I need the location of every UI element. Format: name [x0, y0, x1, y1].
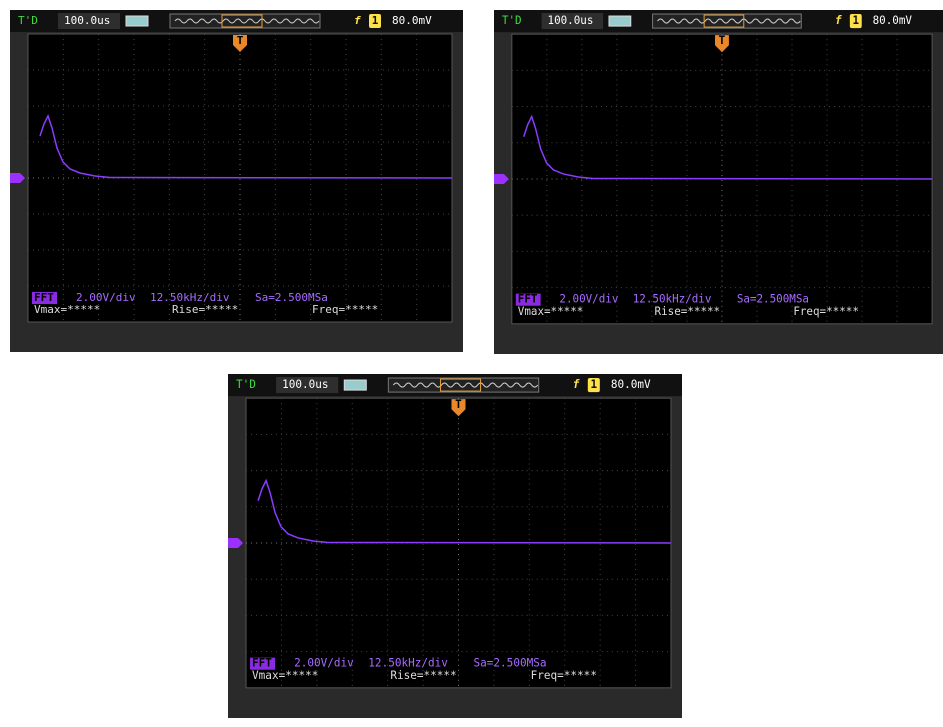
trigger-marker: T [455, 398, 462, 411]
battery [609, 16, 631, 26]
trigger-marker: T [719, 34, 726, 47]
trigger-edge: f [573, 378, 580, 391]
trigger-channel: 1 [372, 14, 379, 27]
trigger-marker: T [237, 34, 244, 47]
measurement: Freq=***** [312, 303, 378, 316]
timebase: 100.0us [282, 378, 328, 391]
timebase: 100.0us [548, 14, 594, 27]
timebase: 100.0us [64, 14, 110, 27]
mode: T'D [236, 378, 256, 391]
measurement: Freq=***** [531, 669, 597, 682]
battery [126, 16, 148, 26]
trigger-edge: f [835, 14, 842, 27]
mode: T'D [502, 14, 522, 27]
mode: T'D [18, 14, 38, 27]
measurement: Rise=***** [655, 305, 721, 318]
trigger-channel: 1 [852, 14, 859, 27]
measurement: Freq=***** [793, 305, 859, 318]
trigger-level: 80.0mV [611, 378, 651, 391]
trigger-channel: 1 [590, 378, 597, 391]
measurement: Rise=***** [390, 669, 456, 682]
measurement: Vmax=***** [518, 305, 584, 318]
measurement: Vmax=***** [34, 303, 100, 316]
measurement: Vmax=***** [252, 669, 318, 682]
trigger-level: 80.0mV [873, 14, 913, 27]
measurement: Rise=***** [172, 303, 238, 316]
trigger-edge: f [354, 14, 361, 27]
battery [344, 380, 366, 390]
trigger-level: 80.0mV [392, 14, 432, 27]
page: T'D100.0usf180.0mVTFFT2.00V/div12.50kHz/… [0, 0, 943, 727]
